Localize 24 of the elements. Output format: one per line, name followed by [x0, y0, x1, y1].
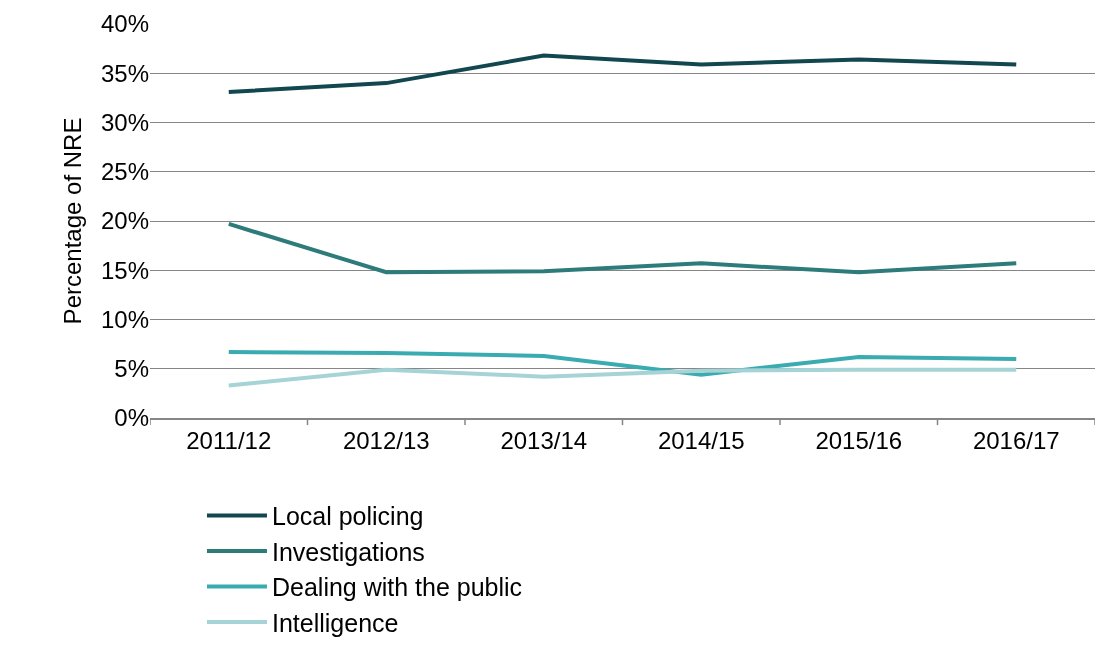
y-tick-label: 5%: [114, 355, 149, 383]
y-tick-label: 30%: [100, 108, 149, 136]
y-tick-label: 40%: [100, 10, 149, 38]
x-tick-label: 2013/14: [500, 426, 588, 454]
y-tick-label: 10%: [100, 305, 149, 333]
x-tick-label: 2012/13: [342, 426, 430, 454]
line-series: [226, 350, 1019, 377]
line-series: [226, 367, 1019, 388]
y-tick-label: 0%: [114, 404, 149, 432]
x-tick-label: 2011/12: [186, 426, 272, 454]
legend-label: Dealing with the public: [271, 573, 523, 602]
legend-label: Local policing: [271, 502, 424, 531]
legend-label: Investigations: [271, 537, 425, 566]
line-series: [226, 53, 1019, 94]
line-series: [226, 221, 1019, 275]
x-tick-label: 2014/15: [657, 426, 745, 454]
y-tick-label: 35%: [100, 59, 149, 87]
y-tick-label: 15%: [100, 256, 149, 284]
y-tick-label: 25%: [100, 158, 149, 186]
x-tick-label: 2016/17: [972, 426, 1060, 454]
legend-label: Intelligence: [271, 608, 399, 637]
y-axis-title: Percentage of NRE: [59, 117, 87, 325]
y-tick-label: 20%: [100, 207, 149, 235]
x-tick-label: 2015/16: [815, 426, 903, 454]
